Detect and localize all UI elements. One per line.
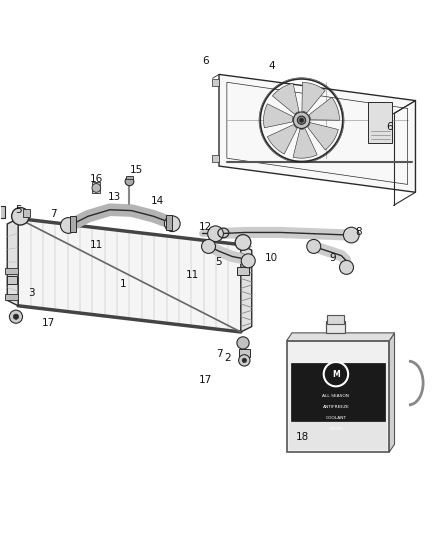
- Text: 12: 12: [199, 222, 212, 232]
- Polygon shape: [264, 104, 293, 128]
- Polygon shape: [219, 75, 416, 192]
- Text: 11: 11: [186, 270, 199, 280]
- Polygon shape: [212, 155, 219, 161]
- Text: 11: 11: [90, 240, 103, 249]
- Bar: [7, 276, 17, 284]
- Polygon shape: [309, 97, 339, 120]
- Polygon shape: [368, 102, 392, 143]
- Text: 16: 16: [90, 174, 103, 184]
- Polygon shape: [307, 123, 338, 150]
- Circle shape: [297, 116, 306, 124]
- Bar: [92, 182, 100, 193]
- Text: 7: 7: [215, 349, 223, 359]
- Circle shape: [237, 337, 249, 349]
- Polygon shape: [293, 128, 317, 158]
- Text: ALL SEASON: ALL SEASON: [322, 394, 350, 398]
- Circle shape: [12, 207, 29, 225]
- Circle shape: [242, 358, 247, 362]
- Bar: [287, 341, 389, 452]
- Text: 2: 2: [224, 353, 231, 363]
- Polygon shape: [0, 206, 6, 218]
- Circle shape: [201, 239, 215, 253]
- Polygon shape: [389, 333, 395, 452]
- Text: 7: 7: [50, 209, 57, 219]
- Polygon shape: [237, 267, 249, 275]
- Polygon shape: [212, 79, 219, 86]
- Text: 6: 6: [203, 56, 209, 66]
- Polygon shape: [302, 82, 325, 113]
- Text: 17: 17: [199, 375, 212, 385]
- Circle shape: [293, 112, 310, 128]
- Text: M: M: [332, 370, 340, 379]
- Polygon shape: [7, 219, 18, 306]
- Circle shape: [307, 239, 321, 253]
- Text: 17: 17: [42, 318, 55, 328]
- Circle shape: [300, 118, 304, 122]
- Circle shape: [343, 227, 359, 243]
- Polygon shape: [22, 209, 30, 217]
- Text: 3: 3: [28, 288, 35, 298]
- Bar: [326, 321, 345, 333]
- Circle shape: [10, 310, 22, 323]
- Circle shape: [164, 216, 180, 231]
- Circle shape: [125, 177, 134, 185]
- Circle shape: [13, 314, 18, 319]
- Bar: [291, 363, 385, 421]
- Polygon shape: [5, 268, 18, 274]
- Polygon shape: [239, 349, 250, 357]
- Polygon shape: [18, 219, 241, 332]
- Text: 6: 6: [386, 122, 392, 132]
- Polygon shape: [267, 125, 297, 154]
- Polygon shape: [287, 333, 395, 341]
- Bar: [166, 215, 172, 230]
- Circle shape: [235, 235, 251, 251]
- Text: 5: 5: [15, 205, 21, 215]
- Text: 50/50: 50/50: [329, 427, 343, 431]
- Text: ANTIFREEZE: ANTIFREEZE: [322, 405, 350, 409]
- Circle shape: [239, 354, 250, 366]
- Polygon shape: [241, 245, 252, 332]
- Text: 5: 5: [215, 257, 223, 267]
- Bar: [328, 316, 343, 324]
- Text: 13: 13: [108, 192, 121, 201]
- Circle shape: [92, 183, 101, 192]
- Circle shape: [339, 261, 353, 274]
- Text: 9: 9: [329, 253, 336, 263]
- Text: 1: 1: [120, 279, 126, 289]
- Bar: [289, 422, 387, 450]
- Circle shape: [241, 254, 255, 268]
- Bar: [127, 176, 133, 179]
- Text: COOLANT: COOLANT: [325, 416, 346, 420]
- Text: 14: 14: [151, 196, 165, 206]
- Text: 10: 10: [265, 253, 278, 263]
- Circle shape: [208, 226, 223, 241]
- Text: 15: 15: [129, 165, 143, 175]
- Circle shape: [60, 217, 76, 233]
- Polygon shape: [272, 83, 299, 114]
- Text: 8: 8: [355, 227, 362, 237]
- Text: 18: 18: [295, 432, 309, 442]
- Text: 4: 4: [268, 61, 275, 71]
- Bar: [70, 216, 76, 232]
- Polygon shape: [5, 294, 18, 300]
